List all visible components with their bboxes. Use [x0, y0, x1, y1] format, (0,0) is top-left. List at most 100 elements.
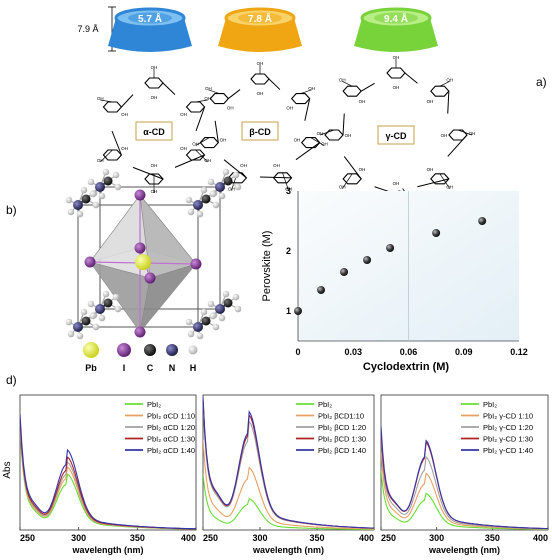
hydroxyl-label: OH: [228, 186, 235, 191]
svg-text:Pb: Pb: [85, 363, 97, 373]
svg-text:C: C: [147, 363, 154, 373]
glucose-unit: [185, 101, 206, 113]
uv-series-4: [20, 413, 196, 530]
hydroxyl-label: OH: [151, 65, 158, 70]
hydrogen-atom: [212, 201, 220, 209]
scatter-xtick: 0.12: [510, 347, 528, 357]
hydroxyl-label: OH: [294, 137, 301, 142]
uv-legend-label: PbI₂ γ-CD 1:10: [483, 412, 533, 421]
scatter-point: [317, 286, 326, 294]
carbon-atom: [223, 176, 233, 186]
hydrogen-atom: [185, 196, 193, 204]
svg-text:H: H: [190, 363, 197, 373]
uv-xlabel: wavelength (nm): [428, 545, 500, 555]
uv-series-1: [203, 440, 374, 530]
iodine-atom: [134, 326, 146, 338]
uv-series-4: [203, 396, 374, 529]
hydroxyl-label: OH: [427, 99, 434, 104]
atom-legend: Pb I C N H: [83, 342, 198, 373]
hydrogen-atom: [98, 192, 106, 200]
hydroxyl-label: OH: [220, 137, 227, 142]
hydrogen-atom: [222, 290, 230, 298]
hydrogen-atom: [112, 293, 120, 301]
hydroxyl-label: OH: [286, 105, 293, 110]
hydroxyl-label: OH: [257, 61, 264, 66]
scatter-point: [386, 244, 395, 252]
uv-legend-label: PbI₂: [147, 400, 161, 409]
hydroxyl-label: OH: [393, 181, 400, 186]
uv-series-0: [381, 470, 548, 530]
carbon-atom: [201, 316, 211, 326]
height-label: 7.9 Å: [77, 24, 98, 34]
hydrogen-atom: [89, 190, 97, 198]
iodine-atom: [134, 242, 146, 254]
methylammonium-1: [185, 186, 220, 218]
scatter-xtick: 0.03: [344, 347, 362, 357]
hydroxyl-label: OH: [469, 131, 476, 136]
uv-xtick: 400: [359, 533, 374, 543]
legend-item-H: H: [188, 345, 198, 373]
hydrogen-atom: [209, 190, 217, 198]
glucose-unit: [102, 101, 123, 113]
uv-legend-label: PbI₂ βCD 1:20: [318, 423, 366, 432]
uv-legend-label: PbI₂ γ-CD 1:20: [483, 423, 533, 432]
hydrogen-atom: [102, 290, 110, 298]
glucose-unit: [324, 129, 344, 141]
hydroxyl-label: OH: [345, 133, 352, 138]
hydrogen-atom: [67, 208, 75, 216]
scatter-xtick: 0.09: [455, 347, 473, 357]
hydrogen-atom: [76, 210, 84, 218]
cd-label-beta: β-CD: [241, 121, 279, 141]
hydrogen-atom: [187, 208, 195, 216]
glucose-unit: [250, 73, 270, 85]
hydrogen-atom: [196, 332, 204, 340]
hydrogen-atom: [222, 168, 230, 176]
hydrogen-atom: [87, 178, 95, 186]
hydroxyl-label: OH: [427, 167, 434, 172]
uv-legend-label: PbI₂ αCD 1:20: [147, 423, 195, 432]
cavity-label-2: 9.4 Å: [384, 12, 408, 25]
uv-legend-label: PbI₂: [318, 400, 332, 409]
cone-1: 7.8 Å: [218, 7, 302, 52]
iodine-atom: [190, 258, 202, 270]
iodine-atom: [84, 256, 96, 268]
uv-legend-label: PbI₂ βCD 1:30: [318, 435, 366, 444]
glucose-unit: [272, 172, 293, 184]
hydroxyl-label: OH: [205, 86, 212, 91]
scatter-point: [340, 268, 349, 276]
panel-b: b) Pb I C N H: [6, 168, 242, 373]
methylammonium-7: [207, 290, 242, 322]
scatter-chart: 0 0.03 0.06 0.09 0.12 1 2 3: [286, 186, 528, 357]
hydroxyl-label: OH: [446, 185, 453, 190]
uv-legend-label: PbI₂ γ-CD 1:30: [483, 435, 533, 444]
uv-xtick: 250: [381, 533, 396, 543]
svg-text:N: N: [169, 363, 176, 373]
perovskite-atoms: [65, 168, 242, 340]
hydrogen-atom: [89, 312, 97, 320]
hydroxyl-label: OH: [240, 163, 247, 168]
panel-d: d) Abs 250 300 350 400 wavelength (nm) PbI₂ Pb…: [2, 373, 549, 555]
hydroxyl-label: OH: [446, 77, 453, 82]
hydrogen-atom: [87, 300, 95, 308]
cd-label-alpha: α-CD: [135, 121, 173, 141]
nitrogen-atom: [215, 182, 225, 192]
hydrogen-atom: [209, 312, 217, 320]
hydrogen-atom: [218, 192, 226, 200]
hydroxyl-label: OH: [308, 86, 315, 91]
uv-legend-label: PbI₂ αCD 1:40: [147, 446, 195, 455]
svg-text:I: I: [123, 363, 126, 373]
scatter-ytick: 3: [286, 186, 291, 196]
uv-xtick: 300: [429, 533, 444, 543]
hydrogen-atom: [102, 168, 110, 176]
uv-legend-label: PbI₂ βCD 1:40: [318, 446, 366, 455]
panel-label-b: b): [6, 203, 17, 217]
glucose-unit: [199, 137, 220, 149]
scatter-point: [294, 307, 302, 315]
scatter-xtick: 0: [295, 347, 300, 357]
scatter-point: [432, 229, 441, 237]
nitrogen-atom: [73, 200, 83, 210]
hydroxyl-label: OH: [204, 158, 211, 163]
uv-plot-frame: [202, 394, 375, 531]
